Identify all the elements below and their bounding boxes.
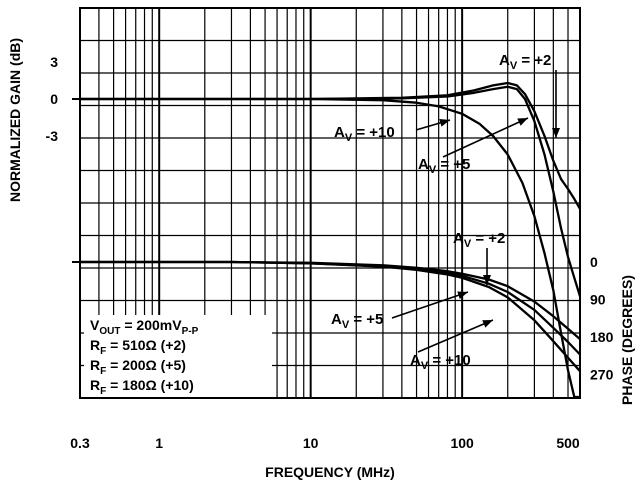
- arrow-gain-av10-head: [439, 118, 450, 127]
- arrow-gain-av5-head: [517, 118, 528, 126]
- arrow-phase-av10-head: [482, 320, 493, 328]
- gain-label-av2: AV = +2: [499, 52, 551, 72]
- phase-label-av5: AV = +5: [331, 311, 383, 331]
- annotation-arrows: [391, 70, 560, 353]
- tick-labels: 0.3 1 10 100 500 3 0 -3 0 90 180 270: [46, 54, 614, 451]
- arrow-gain-av2-head: [552, 128, 560, 138]
- gain-curve-av10: [80, 97, 580, 399]
- phase-label-av2: AV = +2: [453, 230, 505, 250]
- arrow-phase-av2-head: [483, 275, 491, 285]
- gain-curve-av5: [80, 85, 582, 297]
- arrow-gain-av5: [442, 117, 529, 158]
- phase-label-av10: AV = +10: [410, 352, 471, 372]
- vout-condition: VOUT = 200mVP-P: [90, 317, 199, 337]
- arrow-phase-av5: [391, 291, 469, 319]
- gain-tick-label-0: 3: [50, 54, 58, 70]
- x-tick-label-3: 100: [450, 435, 474, 451]
- x-tick-label-0: 0.3: [70, 435, 90, 451]
- gain-axis-label: NORMALIZED GAIN (dB): [7, 38, 23, 202]
- phase-tick-label-0: 0: [590, 254, 598, 270]
- rf-condition-2: RF = 200Ω (+5): [90, 357, 186, 377]
- conditions-box: [84, 315, 272, 397]
- arrow-phase-av5-head: [457, 291, 468, 300]
- gain-curve-av2: [80, 81, 581, 210]
- phase-axis-label: PHASE (DEGREES): [619, 275, 635, 405]
- x-tick-label-1: 1: [155, 435, 163, 451]
- x-tick-label-2: 10: [303, 435, 319, 451]
- rf-condition-3: RF = 180Ω (+10): [90, 377, 194, 397]
- x-tick-label-4: 500: [556, 435, 580, 451]
- rf-condition-1: RF = 510Ω (+2): [90, 337, 186, 357]
- gain-tick-label-2: -3: [46, 128, 59, 144]
- phase-tick-label-1: 90: [590, 292, 606, 308]
- gain-label-av10: AV = +10: [334, 124, 395, 144]
- phase-tick-label-3: 270: [590, 367, 614, 383]
- gain-tick-label-1: 0: [50, 91, 58, 107]
- x-axis-label: FREQUENCY (MHz): [265, 464, 395, 480]
- phase-curve-av10: [80, 260, 581, 372]
- arrow-phase-av10: [417, 319, 494, 353]
- phase-tick-label-2: 180: [590, 329, 614, 345]
- curves: [72, 81, 582, 399]
- gain-label-av5: AV = +5: [418, 156, 470, 176]
